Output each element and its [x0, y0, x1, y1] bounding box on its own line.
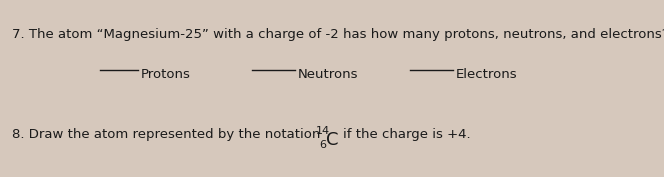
Text: Electrons: Electrons	[456, 68, 518, 81]
Text: C: C	[326, 131, 339, 149]
Text: if the charge is +4.: if the charge is +4.	[343, 128, 471, 141]
Text: 8. Draw the atom represented by the notation: 8. Draw the atom represented by the nota…	[12, 128, 320, 141]
Text: 14: 14	[316, 126, 330, 136]
Text: 6: 6	[319, 140, 326, 150]
Text: 7. The atom “Magnesium-25” with a charge of -2 has how many protons, neutrons, a: 7. The atom “Magnesium-25” with a charge…	[12, 28, 664, 41]
Text: Neutrons: Neutrons	[298, 68, 359, 81]
Text: Protons: Protons	[141, 68, 191, 81]
